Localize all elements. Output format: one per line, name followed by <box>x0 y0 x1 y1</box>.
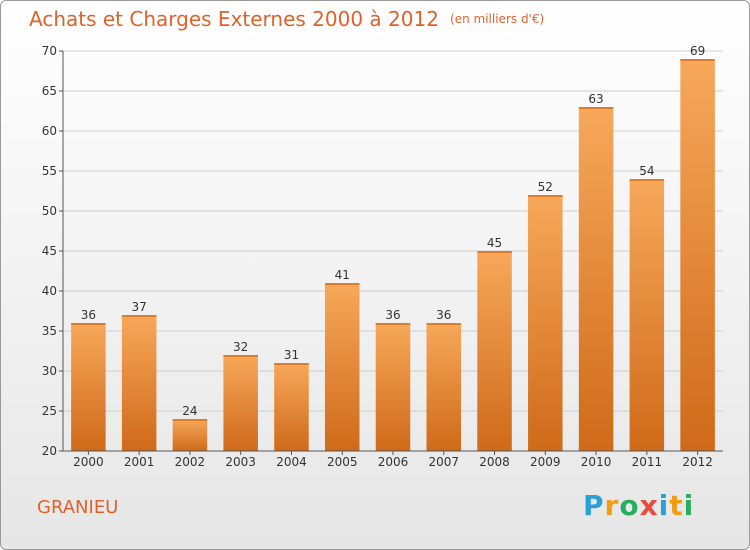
y-tick-label: 55 <box>42 164 57 178</box>
bar-top-edge <box>172 419 208 421</box>
brand-letter: i <box>658 489 670 522</box>
data-label: 54 <box>639 164 654 178</box>
bar <box>223 355 258 451</box>
data-label: 31 <box>284 348 299 362</box>
bar-top-edge <box>324 283 360 285</box>
bar <box>274 363 309 451</box>
data-label: 37 <box>132 300 147 314</box>
brand-letter: o <box>619 489 640 522</box>
brand-letter: x <box>639 489 659 522</box>
x-tick-label: 2009 <box>530 455 561 469</box>
x-tick-label: 2010 <box>581 455 612 469</box>
bar-top-edge <box>71 323 106 325</box>
data-label: 32 <box>233 340 248 354</box>
bar-top-edge <box>629 179 665 181</box>
x-tick-label: 2012 <box>682 455 713 469</box>
chart-subtitle: (en milliers d'€) <box>450 12 545 26</box>
bar <box>528 195 563 451</box>
data-label: 41 <box>335 268 350 282</box>
y-tick-label: 45 <box>42 244 57 258</box>
y-tick-label: 30 <box>42 364 57 378</box>
y-tick-label: 35 <box>42 324 57 338</box>
bar-top-edge <box>223 355 258 357</box>
y-tick-label: 65 <box>42 84 57 98</box>
data-label: 36 <box>81 308 96 322</box>
x-tick-label: 2011 <box>632 455 663 469</box>
bar <box>324 283 360 451</box>
bar <box>121 315 157 451</box>
bar <box>172 419 208 451</box>
brand-letter: i <box>683 489 695 522</box>
x-tick-label: 2000 <box>73 455 104 469</box>
brand-letter: P <box>583 489 605 522</box>
x-tick-label: 2003 <box>225 455 256 469</box>
data-label: 63 <box>588 92 603 106</box>
y-tick-label: 25 <box>42 404 57 418</box>
y-tick-label: 20 <box>42 444 57 458</box>
bar-top-edge <box>426 323 462 325</box>
bar <box>578 107 614 451</box>
bar-top-edge <box>680 59 715 61</box>
bar-top-edge <box>528 195 563 197</box>
bar-top-edge <box>121 315 157 317</box>
y-tick-label: 70 <box>42 44 57 58</box>
brand-letter: r <box>604 489 620 522</box>
data-label: 69 <box>690 44 705 58</box>
bar-top-edge <box>578 107 614 109</box>
y-tick-label: 60 <box>42 124 57 138</box>
title-row: Achats et Charges Externes 2000 à 2012 (… <box>29 7 544 31</box>
bar <box>426 323 462 451</box>
x-tick-label: 2001 <box>124 455 155 469</box>
data-label: 45 <box>487 236 502 250</box>
bar <box>629 179 665 451</box>
data-label: 24 <box>182 404 197 418</box>
bar-top-edge <box>477 251 512 253</box>
bar-layer: 36 37 24 32 31 41 36 36 45 52 63 54 69 <box>71 44 715 451</box>
bar-top-edge <box>375 323 411 325</box>
bar <box>71 323 106 451</box>
bar <box>477 251 512 451</box>
brand-letter: t <box>669 489 684 522</box>
proxiti-logo: Proxiti <box>583 489 694 522</box>
bar <box>680 59 715 451</box>
x-tick-label: 2007 <box>428 455 459 469</box>
axis-layer: 20 25 30 35 40 45 50 55 60 65 70 2000 2001 2002 2003 20… <box>42 44 723 469</box>
bar <box>375 323 411 451</box>
x-tick-label: 2008 <box>479 455 510 469</box>
y-tick-label: 40 <box>42 284 57 298</box>
data-label: 36 <box>385 308 400 322</box>
y-tick-label: 50 <box>42 204 57 218</box>
x-tick-label: 2004 <box>276 455 307 469</box>
x-tick-label: 2006 <box>378 455 409 469</box>
x-tick-label: 2005 <box>327 455 358 469</box>
x-tick-label: 2002 <box>175 455 206 469</box>
commune-name: GRANIEU <box>37 497 119 518</box>
data-label: 36 <box>436 308 451 322</box>
bar-top-edge <box>274 363 309 365</box>
chart-title: Achats et Charges Externes 2000 à 2012 <box>29 7 439 31</box>
data-label: 52 <box>538 180 553 194</box>
